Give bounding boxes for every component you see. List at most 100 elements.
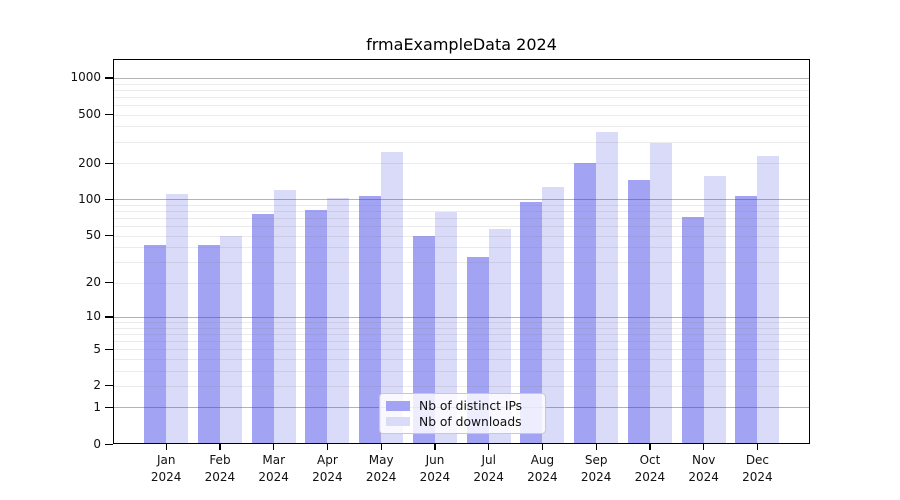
- chart-title: frmaExampleData 2024: [366, 35, 557, 54]
- x-tick-label-mar: Mar 2024: [258, 453, 289, 484]
- bar-distinct-ips-jun: [412, 235, 435, 444]
- x-tick-mark: [703, 444, 705, 450]
- minor-gridline: [113, 89, 810, 91]
- bar-downloads-jun: [434, 211, 457, 444]
- y-tick-label: 10: [85, 309, 101, 324]
- minor-gridline: [113, 349, 810, 351]
- bar-downloads-oct: [649, 143, 672, 444]
- y-tick-label: 1: [93, 399, 101, 414]
- x-tick-label-nov: Nov 2024: [688, 453, 719, 484]
- bar-distinct-ips-mar: [251, 213, 274, 444]
- y-tick-mark: [105, 406, 113, 408]
- bar-downloads-dec: [757, 156, 780, 444]
- x-tick-mark: [434, 444, 436, 450]
- y-tick-label: 5: [93, 341, 101, 356]
- minor-gridline: [113, 282, 810, 284]
- minor-gridline: [113, 262, 810, 264]
- x-tick-mark: [488, 444, 490, 450]
- minor-gridline: [113, 218, 810, 220]
- y-tick-mark: [105, 316, 113, 318]
- y-tick-mark: [105, 385, 113, 387]
- y-tick-label: 50: [85, 228, 101, 243]
- y-tick-label: 0: [93, 436, 101, 451]
- legend-entry: Nb of distinct IPs: [386, 399, 539, 414]
- bar-distinct-ips-jan: [144, 244, 167, 444]
- minor-gridline: [113, 370, 810, 372]
- minor-gridline: [113, 126, 810, 128]
- minor-gridline: [113, 340, 810, 342]
- x-tick-mark: [541, 444, 544, 450]
- legend-swatch-downloads: [386, 416, 410, 427]
- minor-gridline: [113, 163, 810, 164]
- x-tick-mark: [219, 444, 221, 450]
- x-tick-label-dec: Dec 2024: [742, 453, 773, 484]
- y-tick-label: 500: [78, 107, 101, 122]
- minor-gridline: [113, 141, 810, 143]
- minor-gridline: [113, 96, 810, 98]
- bar-distinct-ips-sep: [574, 162, 597, 444]
- legend-label: Nb of downloads: [419, 414, 522, 429]
- bar-distinct-ips-aug: [520, 202, 543, 444]
- major-gridline: [113, 77, 810, 79]
- y-tick-mark: [105, 198, 113, 201]
- y-tick-mark: [105, 443, 113, 445]
- y-tick-label: 100: [78, 191, 101, 206]
- minor-gridline: [113, 333, 810, 335]
- legend-entry: Nb of downloads: [386, 414, 539, 429]
- y-tick-mark: [105, 77, 113, 79]
- x-tick-mark: [649, 444, 651, 450]
- y-tick-mark: [105, 114, 113, 116]
- x-tick-label-jun: Jun 2024: [419, 453, 451, 484]
- x-tick-label-feb: Feb 2024: [204, 453, 236, 484]
- bar-downloads-nov: [703, 176, 726, 444]
- legend: Nb of distinct IPs Nb of downloads: [379, 393, 546, 434]
- y-tick-mark: [105, 348, 113, 350]
- y-tick-label: 2: [93, 378, 101, 393]
- x-tick-mark: [273, 444, 275, 450]
- y-tick-label: 1000: [70, 70, 101, 85]
- bar-downloads-jul: [488, 228, 511, 444]
- x-tick-mark: [165, 444, 167, 450]
- x-tick-label-jul: Jul 2024: [473, 453, 504, 484]
- x-tick-mark: [595, 444, 597, 450]
- plot-area: [113, 59, 810, 444]
- minor-gridline: [113, 322, 810, 323]
- bar-downloads-jan: [166, 194, 189, 444]
- x-tick-label-sep: Sep 2024: [580, 453, 612, 484]
- bar-distinct-ips-nov: [681, 216, 704, 444]
- minor-gridline: [113, 83, 810, 85]
- minor-gridline: [113, 226, 810, 228]
- bar-distinct-ips-may: [359, 195, 382, 444]
- bar-downloads-apr: [327, 198, 350, 444]
- legend-swatch-distinct-ips: [386, 401, 410, 411]
- major-gridline: [113, 199, 810, 201]
- legend-label: Nb of distinct IPs: [419, 399, 523, 413]
- x-tick-mark: [756, 444, 759, 450]
- bar-downloads-mar: [273, 189, 296, 444]
- y-tick-mark: [105, 282, 113, 284]
- x-tick-mark: [326, 444, 329, 450]
- bar-downloads-aug: [542, 186, 565, 444]
- minor-gridline: [113, 358, 810, 360]
- x-tick-label-jan: Jan 2024: [150, 453, 182, 484]
- x-tick-label-may: May 2024: [365, 453, 397, 484]
- bar-downloads-feb: [219, 235, 242, 444]
- x-tick-label-aug: Aug 2024: [527, 453, 558, 484]
- y-tick-mark: [105, 162, 113, 164]
- x-tick-label-apr: Apr 2024: [312, 453, 343, 484]
- minor-gridline: [113, 211, 810, 213]
- y-tick-label: 200: [78, 155, 101, 170]
- minor-gridline: [113, 204, 810, 206]
- minor-gridline: [113, 247, 810, 249]
- y-tick-mark: [105, 235, 113, 237]
- y-tick-label: 20: [85, 275, 101, 290]
- minor-gridline: [113, 114, 810, 116]
- x-tick-mark: [380, 444, 382, 450]
- minor-gridline: [113, 104, 810, 106]
- minor-gridline: [113, 385, 810, 387]
- bar-downloads-may: [381, 151, 404, 444]
- minor-gridline: [113, 327, 810, 329]
- x-tick-label-oct: Oct 2024: [634, 453, 666, 484]
- bar-distinct-ips-feb: [197, 244, 220, 444]
